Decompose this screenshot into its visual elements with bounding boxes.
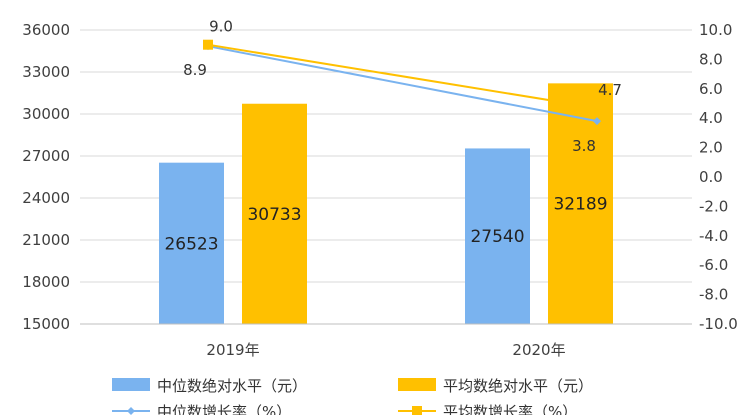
y-left-tick-label: 18000 bbox=[22, 273, 70, 291]
bar bbox=[242, 103, 307, 324]
y-right-tick-label: 6.0 bbox=[699, 80, 723, 98]
legend-label: 中位数绝对水平（元） bbox=[157, 377, 307, 395]
series-line bbox=[207, 43, 598, 109]
tick-labels: 36000 33000 30000 27000 24000 21000 18000 15000… bbox=[22, 21, 738, 359]
line-point-marker bbox=[593, 117, 601, 126]
x-tick-label: 2019年 bbox=[206, 341, 259, 359]
legend-marker bbox=[127, 407, 135, 415]
line-value-label: 8.9 bbox=[183, 61, 207, 79]
y-right-tick-label: -2.0 bbox=[699, 197, 728, 215]
data-labels: 26523 30733 27540 32189 8.9 3.8 9.0 4.7 bbox=[164, 18, 621, 255]
y-left-tick-label: 36000 bbox=[22, 21, 70, 39]
y-left-tick-label: 24000 bbox=[22, 189, 70, 207]
y-right-tick-label: 0.0 bbox=[699, 168, 723, 186]
y-left-tick-label: 27000 bbox=[22, 147, 70, 165]
y-right-tick-label: 2.0 bbox=[699, 139, 723, 157]
legend: 中位数绝对水平（元） 平均数绝对水平（元） 中位数增长率（%） 平均数增长率（%） bbox=[112, 377, 593, 415]
y-left-tick-label: 15000 bbox=[22, 315, 70, 333]
line-value-label: 3.8 bbox=[572, 137, 596, 155]
bar bbox=[159, 162, 224, 324]
legend-marker bbox=[412, 406, 422, 415]
y-right-tick-label: 10.0 bbox=[699, 21, 732, 39]
y-right-tick-label: -4.0 bbox=[699, 227, 728, 245]
line-value-label: 9.0 bbox=[209, 18, 233, 36]
y-left-tick-label: 21000 bbox=[22, 231, 70, 249]
bars bbox=[159, 83, 613, 324]
y-left-tick-label: 30000 bbox=[22, 105, 70, 123]
bar bbox=[548, 83, 613, 324]
y-right-tick-label: -8.0 bbox=[699, 286, 728, 304]
legend-swatch bbox=[112, 378, 150, 391]
y-right-tick-label: -6.0 bbox=[699, 256, 728, 274]
line-point-marker bbox=[203, 39, 213, 50]
line-value-label: 4.7 bbox=[598, 81, 622, 99]
bar-value-label: 27540 bbox=[470, 227, 524, 247]
legend-label: 中位数增长率（%） bbox=[157, 403, 291, 415]
x-tick-label: 2020年 bbox=[512, 341, 565, 359]
legend-swatch bbox=[398, 378, 436, 391]
bar-value-label: 30733 bbox=[247, 205, 301, 225]
bar bbox=[465, 148, 530, 324]
line-point-marker bbox=[592, 102, 602, 113]
bar-value-label: 32189 bbox=[553, 195, 607, 215]
y-right-tick-label: 4.0 bbox=[699, 109, 723, 127]
y-right-tick-label: -10.0 bbox=[699, 315, 738, 333]
bar-value-label: 26523 bbox=[164, 234, 218, 254]
y-right-tick-label: 8.0 bbox=[699, 50, 723, 68]
legend-label: 平均数绝对水平（元） bbox=[443, 377, 593, 395]
legend-label: 平均数增长率（%） bbox=[443, 403, 577, 415]
lines bbox=[203, 39, 602, 126]
series-line bbox=[207, 45, 598, 123]
y-left-tick-label: 33000 bbox=[22, 63, 70, 81]
